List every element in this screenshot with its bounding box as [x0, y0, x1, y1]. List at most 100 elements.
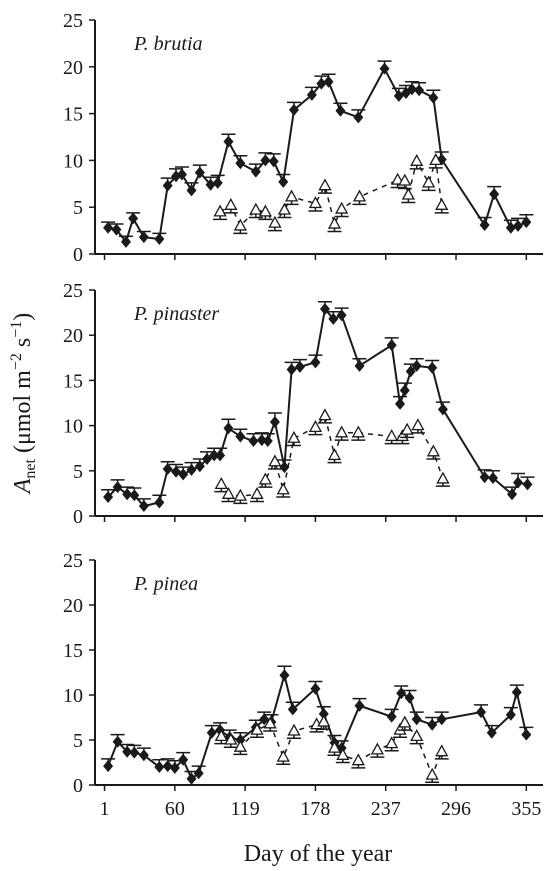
y-tick-label: 5	[73, 730, 83, 752]
marker	[511, 686, 522, 699]
marker	[178, 468, 189, 481]
marker	[235, 157, 246, 170]
marker	[276, 482, 290, 495]
marker	[268, 454, 282, 467]
marker	[120, 235, 131, 248]
y-tick-label: 5	[73, 197, 83, 219]
y-label-exponent: −1	[8, 321, 25, 338]
y-tick-label: 15	[63, 104, 83, 126]
x-tick-label: 178	[300, 798, 330, 820]
marker	[399, 384, 410, 397]
marker	[138, 500, 149, 513]
marker	[269, 415, 280, 428]
marker	[268, 155, 279, 168]
marker	[128, 212, 139, 225]
marker	[489, 188, 500, 201]
marker	[437, 403, 448, 416]
marker	[233, 488, 247, 501]
marker	[310, 682, 321, 695]
marker	[393, 722, 407, 735]
marker	[263, 716, 277, 729]
marker	[401, 187, 415, 200]
marker	[233, 218, 247, 231]
panel-label: P. pinea	[133, 573, 198, 595]
marker	[112, 735, 123, 748]
y-tick-label: 0	[73, 775, 83, 797]
marker	[487, 472, 498, 485]
marker	[288, 103, 299, 116]
marker	[154, 761, 165, 773]
marker	[400, 422, 414, 435]
marker	[505, 708, 516, 721]
marker	[202, 453, 212, 466]
marker	[194, 460, 205, 473]
marker	[277, 202, 292, 215]
marker	[250, 165, 261, 178]
marker	[335, 201, 349, 214]
marker	[370, 742, 384, 755]
marker	[435, 744, 449, 757]
marker	[194, 166, 205, 179]
marker	[186, 184, 197, 197]
marker	[178, 753, 189, 766]
marker	[162, 760, 173, 773]
y-label-subscript: net	[22, 458, 39, 478]
marker	[224, 732, 238, 745]
y-tick-label: 10	[63, 150, 83, 172]
marker	[406, 83, 417, 96]
y-tick-label: 0	[73, 506, 83, 528]
marker	[427, 718, 438, 731]
y-label-unit: (μmol m	[10, 370, 36, 459]
marker	[411, 418, 425, 431]
marker	[405, 365, 416, 378]
marker	[522, 478, 533, 491]
marker	[279, 669, 290, 682]
marker	[256, 434, 267, 447]
marker	[521, 216, 532, 229]
marker	[379, 62, 390, 75]
marker	[279, 461, 290, 474]
panel-label: P. brutia	[133, 33, 203, 55]
marker	[507, 488, 518, 501]
marker	[169, 761, 180, 774]
y-tick-label: 20	[63, 595, 83, 617]
marker	[250, 722, 264, 735]
marker	[248, 434, 259, 447]
marker	[425, 767, 439, 780]
marker	[479, 471, 490, 484]
marker	[223, 422, 234, 435]
marker	[512, 476, 523, 489]
x-tick-label: 355	[511, 798, 541, 820]
marker	[111, 223, 122, 236]
y-tick-label: 20	[63, 57, 83, 79]
marker	[385, 736, 399, 749]
marker	[386, 339, 397, 352]
marker	[479, 218, 490, 231]
marker	[505, 221, 516, 234]
marker	[354, 359, 365, 372]
marker	[318, 408, 332, 421]
marker	[316, 77, 327, 90]
x-axis-label: Day of the year	[244, 841, 393, 867]
y-tick-label: 25	[63, 10, 83, 32]
marker	[310, 356, 321, 369]
marker	[205, 178, 216, 191]
marker	[429, 153, 443, 166]
marker	[410, 729, 424, 742]
marker	[351, 753, 365, 766]
y-label-exponent: −2	[8, 353, 25, 370]
y-tick-label: 5	[73, 461, 83, 483]
marker	[129, 489, 140, 502]
marker	[162, 462, 173, 475]
marker	[223, 135, 234, 148]
marker	[268, 215, 282, 228]
marker	[129, 746, 140, 759]
marker	[391, 172, 405, 185]
marker	[258, 204, 272, 217]
marker	[154, 496, 165, 509]
y-label-close: )	[10, 313, 36, 321]
marker	[306, 88, 317, 101]
marker	[512, 219, 523, 232]
x-tick-label: 237	[371, 798, 401, 820]
